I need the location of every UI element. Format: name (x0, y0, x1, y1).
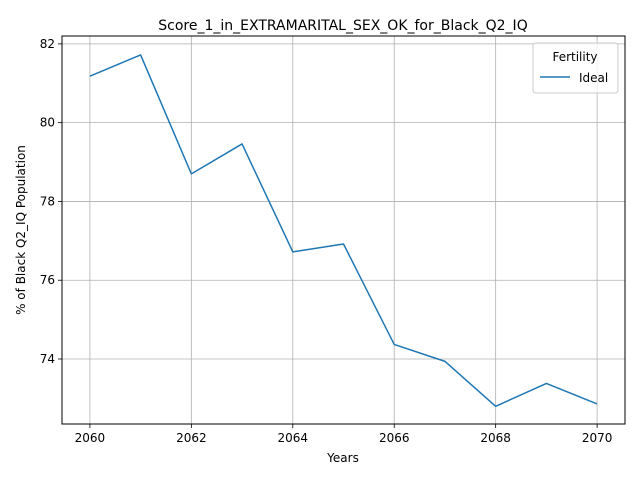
legend: Fertility Ideal (532, 42, 619, 94)
chart-title: Score_1_in_EXTRAMARITAL_SEX_OK_for_Black… (158, 18, 527, 34)
x-axis-label: Years (326, 451, 359, 465)
x-axis-ticks: 2060 2062 2064 2066 2068 2070 (75, 424, 613, 445)
y-axis-ticks: 74 76 78 80 82 (40, 37, 62, 366)
plot-frame (61, 35, 626, 425)
x-tick-label: 2068 (480, 431, 511, 445)
x-tick-label: 2070 (582, 431, 613, 445)
x-tick-label: 2060 (75, 431, 106, 445)
x-tick-label: 2066 (379, 431, 410, 445)
y-tick-label: 76 (40, 273, 55, 287)
legend-label-ideal: Ideal (579, 71, 608, 85)
y-tick-label: 74 (40, 352, 55, 366)
gridlines (62, 36, 625, 424)
x-tick-label: 2064 (278, 431, 309, 445)
series-line-ideal (89, 54, 598, 408)
y-axis-label: % of Black Q2_IQ Population (14, 145, 28, 315)
y-tick-label: 80 (40, 116, 55, 130)
y-tick-label: 78 (40, 194, 55, 208)
y-tick-label: 82 (40, 37, 55, 51)
x-tick-label: 2062 (176, 431, 207, 445)
legend-title: Fertility (552, 50, 597, 64)
series-group (89, 54, 598, 408)
legend-box (532, 42, 619, 94)
